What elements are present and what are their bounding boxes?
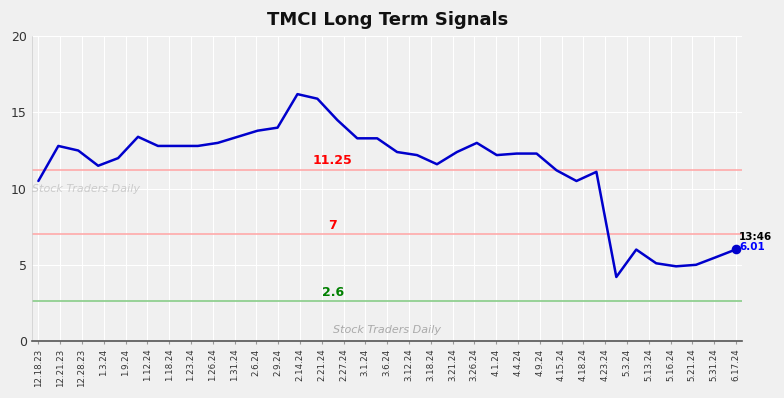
- Text: Stock Traders Daily: Stock Traders Daily: [32, 183, 140, 193]
- Text: 11.25: 11.25: [313, 154, 353, 167]
- Text: Stock Traders Daily: Stock Traders Daily: [333, 325, 441, 335]
- Text: 13:46: 13:46: [739, 232, 772, 242]
- Point: [730, 246, 742, 253]
- Title: TMCI Long Term Signals: TMCI Long Term Signals: [267, 11, 508, 29]
- Text: 6.01: 6.01: [739, 242, 765, 252]
- Text: 7: 7: [328, 219, 337, 232]
- Text: 2.6: 2.6: [321, 286, 343, 299]
